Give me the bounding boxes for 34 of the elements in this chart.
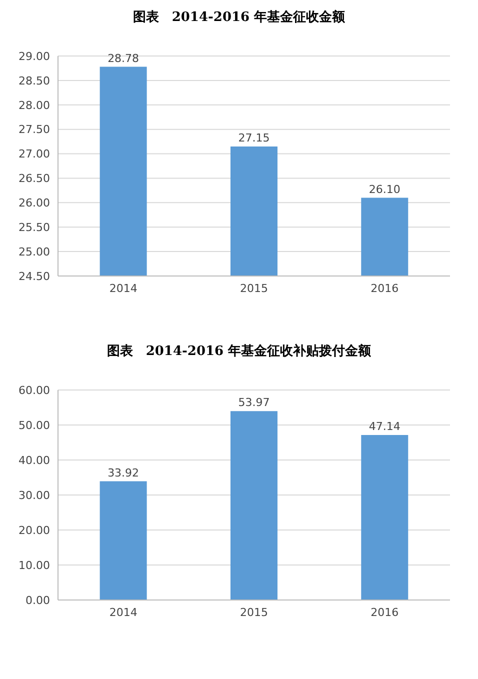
bar bbox=[361, 435, 408, 600]
chart-title: 图表 2014-2016 年基金征收补贴拨付金额 bbox=[106, 342, 372, 360]
chart-title: 图表 2014-2016 年基金征收金额 bbox=[132, 8, 346, 26]
data-label: 33.92 bbox=[108, 466, 140, 480]
y-tick-label: 30.00 bbox=[18, 488, 50, 502]
y-tick-label: 28.50 bbox=[18, 74, 50, 88]
data-label: 47.14 bbox=[368, 420, 400, 434]
x-tick-label: 2014 bbox=[109, 606, 138, 619]
y-tick-label: 24.50 bbox=[18, 270, 50, 283]
y-tick-label: 10.00 bbox=[18, 558, 50, 572]
y-tick-label: 50.00 bbox=[18, 418, 50, 432]
bar bbox=[230, 411, 278, 600]
y-tick-label: 60.00 bbox=[18, 384, 50, 397]
y-tick-label: 26.00 bbox=[18, 196, 50, 210]
bar bbox=[100, 481, 147, 600]
y-tick-label: 40.00 bbox=[18, 454, 50, 467]
y-tick-label: 26.50 bbox=[18, 172, 50, 186]
data-label: 28.78 bbox=[108, 52, 140, 65]
y-tick-label: 28.00 bbox=[18, 98, 50, 112]
y-tick-label: 20.00 bbox=[18, 524, 50, 537]
x-tick-label: 2014 bbox=[109, 282, 138, 295]
x-tick-label: 2016 bbox=[370, 606, 399, 619]
data-label: 26.10 bbox=[368, 182, 400, 196]
x-tick-label: 2016 bbox=[370, 282, 399, 295]
x-tick-label: 2015 bbox=[240, 606, 268, 619]
data-label: 53.97 bbox=[238, 396, 270, 410]
data-label: 27.15 bbox=[238, 131, 270, 144]
y-tick-label: 29.00 bbox=[18, 50, 50, 63]
y-tick-label: 25.50 bbox=[18, 221, 50, 234]
x-tick-label: 2015 bbox=[240, 282, 268, 295]
y-tick-label: 25.00 bbox=[18, 245, 50, 258]
y-tick-label: 27.50 bbox=[18, 123, 50, 136]
y-tick-label: 27.00 bbox=[18, 148, 50, 161]
y-tick-label: 0.00 bbox=[26, 594, 50, 607]
